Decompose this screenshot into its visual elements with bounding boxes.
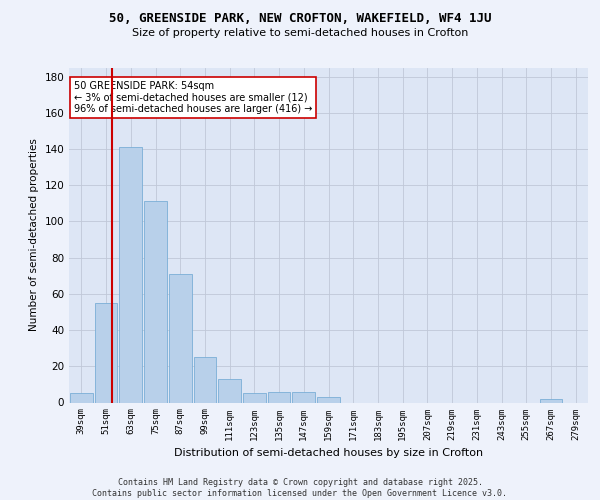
Text: Contains HM Land Registry data © Crown copyright and database right 2025.
Contai: Contains HM Land Registry data © Crown c…: [92, 478, 508, 498]
Bar: [243, 394, 266, 402]
Bar: [119, 147, 142, 403]
Bar: [317, 397, 340, 402]
Bar: [144, 202, 167, 402]
Bar: [70, 394, 93, 402]
X-axis label: Distribution of semi-detached houses by size in Crofton: Distribution of semi-detached houses by …: [174, 448, 483, 458]
Bar: [539, 399, 562, 402]
Y-axis label: Number of semi-detached properties: Number of semi-detached properties: [29, 138, 39, 332]
Bar: [194, 357, 216, 403]
Bar: [169, 274, 191, 402]
Text: Size of property relative to semi-detached houses in Crofton: Size of property relative to semi-detach…: [132, 28, 468, 38]
Bar: [292, 392, 315, 402]
Bar: [95, 303, 118, 402]
Bar: [218, 379, 241, 402]
Text: 50 GREENSIDE PARK: 54sqm
← 3% of semi-detached houses are smaller (12)
96% of se: 50 GREENSIDE PARK: 54sqm ← 3% of semi-de…: [74, 81, 313, 114]
Bar: [268, 392, 290, 402]
Text: 50, GREENSIDE PARK, NEW CROFTON, WAKEFIELD, WF4 1JU: 50, GREENSIDE PARK, NEW CROFTON, WAKEFIE…: [109, 12, 491, 26]
